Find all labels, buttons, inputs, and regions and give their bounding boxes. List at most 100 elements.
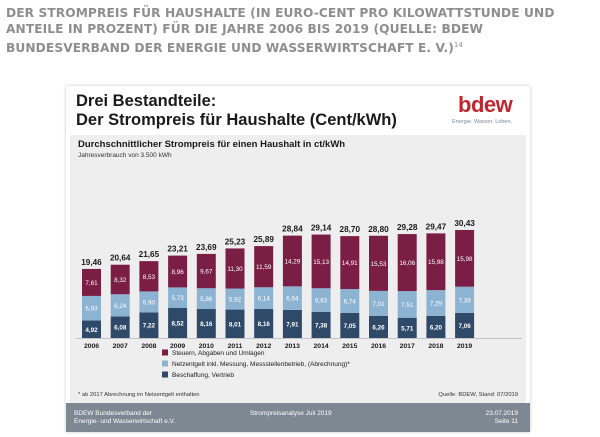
- bar-segment-2012-s0: [254, 309, 274, 338]
- bar-segment-2006-s0: [82, 320, 101, 338]
- bar-segment-2015-s2: [340, 236, 360, 290]
- x-tick-label-2011: 2011: [228, 343, 243, 350]
- slide-title: Drei Bestandteile: Der Strompreis für Ha…: [76, 92, 397, 130]
- bar-value-label-2017-s0: 5,71: [401, 325, 414, 332]
- bar-total-2013: 28,84: [282, 225, 303, 234]
- bar-value-label-2015-s1: 6,74: [344, 299, 357, 306]
- bar-value-label-2015-s2: 14,91: [342, 260, 358, 267]
- bar-value-label-2010-s0: 8,16: [200, 321, 213, 328]
- bar-segment-2011-s1: [225, 288, 245, 310]
- bar-value-label-2019-s0: 7,06: [458, 323, 471, 330]
- x-tick-label-2019: 2019: [457, 343, 472, 350]
- bar-segment-2013-s1: [282, 286, 302, 310]
- bar-segment-2019-s1: [455, 286, 475, 313]
- bar-value-label-2010-s1: 5,86: [200, 296, 213, 303]
- bar-total-2009: 23,21: [167, 245, 188, 254]
- slide-footer: BDEW Bundesverband der Energie- und Wass…: [66, 403, 530, 432]
- bar-segment-2009-s2: [168, 255, 188, 288]
- bar-value-label-2007-s2: 8,32: [114, 277, 127, 284]
- footer-date: 23.07.2019: [485, 410, 518, 417]
- bar-value-label-2011-s0: 8,01: [229, 321, 242, 328]
- bar-segment-2007-s1: [110, 294, 130, 317]
- bar-value-label-2008-s1: 5,90: [143, 299, 156, 306]
- x-tick-label-2006: 2006: [84, 343, 99, 350]
- bar-segment-2007-s0: [110, 316, 130, 338]
- bar-value-label-2018-s0: 6,20: [430, 324, 443, 331]
- bar-segment-2012-s2: [254, 246, 274, 288]
- bar-segment-2010-s1: [196, 288, 216, 310]
- footer-date-page: 23.07.2019 Seite 11: [485, 410, 518, 426]
- x-tick-label-2013: 2013: [285, 343, 300, 350]
- bar-segment-2010-s0: [196, 309, 216, 338]
- bar-total-2006: 19,46: [81, 258, 102, 267]
- chart-source: Quelle: BDEW, Stand: 07/2019: [438, 392, 518, 398]
- bar-value-label-2006-s0: 4,92: [85, 327, 98, 334]
- bar-segment-2009-s0: [168, 307, 188, 338]
- bar-segment-2010-s2: [196, 253, 216, 289]
- bar-value-label-2012-s1: 6,14: [258, 296, 271, 303]
- chart-panel: Durchschnittlicher Strompreis für einen …: [70, 135, 526, 403]
- bar-value-label-2013-s2: 14,29: [285, 258, 301, 265]
- bar-total-2012: 25,89: [253, 235, 274, 244]
- bar-segment-2019-s2: [455, 229, 475, 287]
- bar-total-2007: 20,64: [110, 254, 131, 263]
- legend-swatch-s1: [162, 360, 168, 367]
- bar-segment-2006-s2: [82, 268, 101, 296]
- bar-segment-2018-s0: [426, 315, 446, 338]
- bar-value-label-2017-s2: 16,06: [399, 260, 415, 267]
- bar-segment-2016-s0: [369, 315, 388, 338]
- bar-value-label-2014-s2: 15,13: [313, 259, 329, 266]
- bar-segment-2013-s2: [282, 235, 302, 287]
- footer-analysis-title: Strompreisanalyse Juli 2019: [250, 410, 332, 417]
- bar-value-label-2011-s2: 11,30: [227, 266, 243, 273]
- bar-segment-2017-s2: [397, 234, 417, 292]
- chart-footnote: * ab 2017 Abrechnung im Netzentgelt enth…: [78, 392, 200, 398]
- bar-value-label-2011-s1: 5,92: [229, 297, 242, 304]
- legend-label-s0: Beschaffung, Vertrieb: [172, 372, 234, 379]
- bar-total-2014: 29,14: [311, 224, 332, 233]
- x-tick-label-2017: 2017: [400, 343, 415, 350]
- bdew-logo: bdew: [458, 92, 513, 117]
- bar-value-label-2019-s2: 15,98: [457, 256, 473, 263]
- bar-total-2019: 30,43: [454, 219, 475, 228]
- bar-value-label-2006-s2: 7,61: [85, 280, 98, 287]
- bar-value-label-2014-s1: 6,63: [315, 298, 328, 305]
- bar-value-label-2013-s0: 7,91: [286, 321, 299, 328]
- bar-value-label-2012-s0: 8,16: [258, 321, 271, 328]
- bar-value-label-2008-s0: 7,22: [143, 323, 156, 330]
- bar-segment-2011-s0: [225, 309, 245, 338]
- bar-segment-2006-s1: [82, 295, 101, 321]
- bar-segment-2012-s1: [254, 287, 274, 310]
- x-tick-label-2018: 2018: [428, 343, 443, 350]
- bar-value-label-2018-s2: 15,98: [428, 259, 444, 266]
- bar-segment-2014-s1: [311, 288, 331, 312]
- chart-title: Durchschnittlicher Strompreis für einen …: [78, 139, 345, 150]
- legend-label-s1: Netzentgelt inkl. Messung, Messstellenbe…: [172, 361, 350, 368]
- x-tick-label-2014: 2014: [314, 343, 329, 350]
- bar-value-label-2009-s2: 8,96: [171, 269, 184, 276]
- bar-value-label-2009-s0: 8,52: [171, 320, 184, 327]
- bar-total-2011: 25,23: [225, 237, 246, 246]
- bar-segment-2013-s0: [282, 309, 302, 338]
- bar-value-label-2008-s2: 8,53: [143, 274, 156, 281]
- footer-page: Seite 11: [494, 418, 518, 425]
- bar-segment-2014-s0: [311, 311, 331, 338]
- footer-organization: BDEW Bundesverband der Energie- und Wass…: [74, 410, 175, 426]
- page-heading: DER STROMPREIS FÜR HAUSHALTE (IN EURO-CE…: [6, 5, 594, 56]
- bar-segment-2018-s2: [426, 233, 446, 291]
- bar-segment-2008-s0: [139, 312, 159, 338]
- footer-org-line1: BDEW Bundesverband der: [74, 410, 153, 417]
- stacked-bar-chart: Durchschnittlicher Strompreis für einen …: [76, 139, 522, 398]
- bar-value-label-2017-s1: 7,51: [401, 302, 414, 309]
- bar-value-label-2019-s1: 7,39: [458, 297, 471, 304]
- bar-total-2015: 28,70: [340, 225, 361, 234]
- bar-value-label-2016-s2: 15,53: [371, 261, 387, 268]
- bar-total-2008: 21,65: [139, 250, 160, 259]
- footnote-ref: 14: [453, 41, 463, 49]
- bar-value-label-2013-s1: 6,64: [286, 296, 299, 303]
- legend-swatch-s0: [162, 371, 168, 378]
- bar-value-label-2015-s0: 7,05: [344, 323, 357, 330]
- bar-value-label-2016-s1: 7,01: [372, 301, 385, 308]
- slide-title-line1: Drei Bestandteile:: [76, 92, 217, 110]
- bar-segment-2017-s0: [397, 317, 417, 338]
